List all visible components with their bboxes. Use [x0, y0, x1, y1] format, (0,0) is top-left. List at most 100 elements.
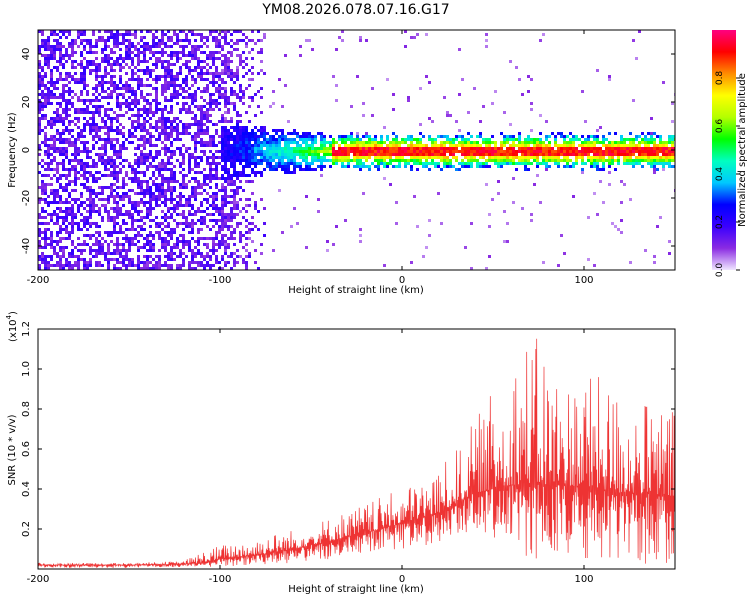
spectrogram-cell	[584, 141, 587, 144]
spectrogram-cell	[476, 153, 479, 156]
spectrogram-cell	[152, 243, 155, 246]
spectrogram-cell	[530, 147, 533, 150]
spectrogram-cell	[611, 147, 614, 150]
spectrogram-cell	[458, 135, 461, 138]
spectrogram-cell	[497, 147, 500, 150]
spectrogram-cell	[209, 186, 212, 189]
spectrogram-cell	[137, 111, 140, 114]
spectrogram-cell	[65, 228, 68, 231]
spectrogram-cell	[197, 129, 200, 132]
spectrogram-cell	[506, 147, 509, 150]
spectrogram-cell	[242, 207, 245, 210]
spectrogram-cell	[116, 93, 119, 96]
spectrogram-cell	[242, 153, 245, 156]
spectrogram-cell	[215, 36, 218, 39]
spectrogram-cell	[233, 228, 236, 231]
spectrogram-cell	[83, 201, 86, 204]
spectrogram-cell	[68, 141, 71, 144]
spectrogram-cell	[302, 153, 305, 156]
spectrogram-cell	[107, 219, 110, 222]
spectrogram-cell	[191, 168, 194, 171]
spectrogram-cell	[260, 153, 263, 156]
spectrogram-cell	[164, 66, 167, 69]
spectrogram-cell	[248, 39, 251, 42]
spectrogram-cell	[335, 150, 338, 153]
spectrogram-cell	[173, 186, 176, 189]
spectrogram-cell	[665, 147, 668, 150]
spectrogram-cell	[347, 150, 350, 153]
spectrogram-cell	[104, 108, 107, 111]
spectrogram-cell	[221, 81, 224, 84]
spectrogram-cell	[446, 159, 449, 162]
spectrogram-cell	[380, 135, 383, 138]
spectrogram-cell	[218, 78, 221, 81]
spectrogram-cell	[353, 150, 356, 153]
spectrogram-cell	[191, 249, 194, 252]
spectrogram-cell	[125, 99, 128, 102]
spectrogram-cell	[485, 144, 488, 147]
spectrogram-cell	[155, 66, 158, 69]
spectrogram-cell	[104, 144, 107, 147]
spectrogram-cell	[467, 153, 470, 156]
spectrogram-cell	[83, 141, 86, 144]
spectrogram-cell	[410, 168, 413, 171]
spectrogram-cell	[86, 90, 89, 93]
spectrogram-cell	[554, 156, 557, 159]
spectrogram-cell	[227, 147, 230, 150]
spectrogram-cell	[320, 165, 323, 168]
spectrogram-cell	[539, 150, 542, 153]
spectrogram-x-tick-label: -200	[27, 275, 50, 286]
spectrogram-cell	[248, 252, 251, 255]
spectrogram-cell	[182, 261, 185, 264]
spectrogram-cell	[269, 138, 272, 141]
spectrogram-cell	[371, 114, 374, 117]
spectrogram-cell	[440, 222, 443, 225]
spectrogram-cell	[251, 135, 254, 138]
spectrogram-cell	[95, 39, 98, 42]
spectrogram-cell	[653, 171, 656, 174]
spectrogram-cell	[173, 204, 176, 207]
spectrogram-cell	[110, 36, 113, 39]
spectrogram-cell	[425, 162, 428, 165]
spectrogram-cell	[197, 237, 200, 240]
spectrogram-cell	[221, 36, 224, 39]
spectrogram-cell	[146, 267, 149, 270]
spectrogram-cell	[200, 114, 203, 117]
spectrogram-cell	[65, 219, 68, 222]
snr-y-label: SNR (10 * v/v)	[7, 414, 18, 485]
spectrogram-cell	[221, 234, 224, 237]
spectrogram-cell	[437, 165, 440, 168]
spectrogram-cell	[218, 246, 221, 249]
spectrogram-cell	[110, 117, 113, 120]
spectrogram-cell	[290, 156, 293, 159]
spectrogram-cell	[185, 147, 188, 150]
spectrogram-cell	[419, 138, 422, 141]
spectrogram-cell	[83, 177, 86, 180]
spectrogram-cell	[359, 234, 362, 237]
spectrogram-cell	[125, 63, 128, 66]
spectrogram-cell	[260, 135, 263, 138]
spectrogram-cell	[377, 159, 380, 162]
spectrogram-cell	[236, 192, 239, 195]
spectrogram-cell	[461, 135, 464, 138]
spectrogram-cell	[602, 201, 605, 204]
spectrogram-cell	[269, 105, 272, 108]
spectrogram-cell	[188, 210, 191, 213]
spectrogram-cell	[269, 168, 272, 171]
spectrogram-cell	[644, 144, 647, 147]
spectrogram-cell	[245, 132, 248, 135]
spectrogram-cell	[239, 210, 242, 213]
spectrogram-cell	[245, 243, 248, 246]
spectrogram-cell	[140, 186, 143, 189]
spectrogram-cell	[344, 153, 347, 156]
spectrogram-cell	[149, 150, 152, 153]
spectrogram-cell	[629, 147, 632, 150]
spectrogram-cell	[137, 114, 140, 117]
spectrogram-cell	[392, 144, 395, 147]
spectrogram-cell	[80, 75, 83, 78]
spectrogram-cell	[170, 186, 173, 189]
spectrogram-cell	[167, 45, 170, 48]
spectrogram-cell	[95, 249, 98, 252]
spectrogram-cell	[251, 66, 254, 69]
